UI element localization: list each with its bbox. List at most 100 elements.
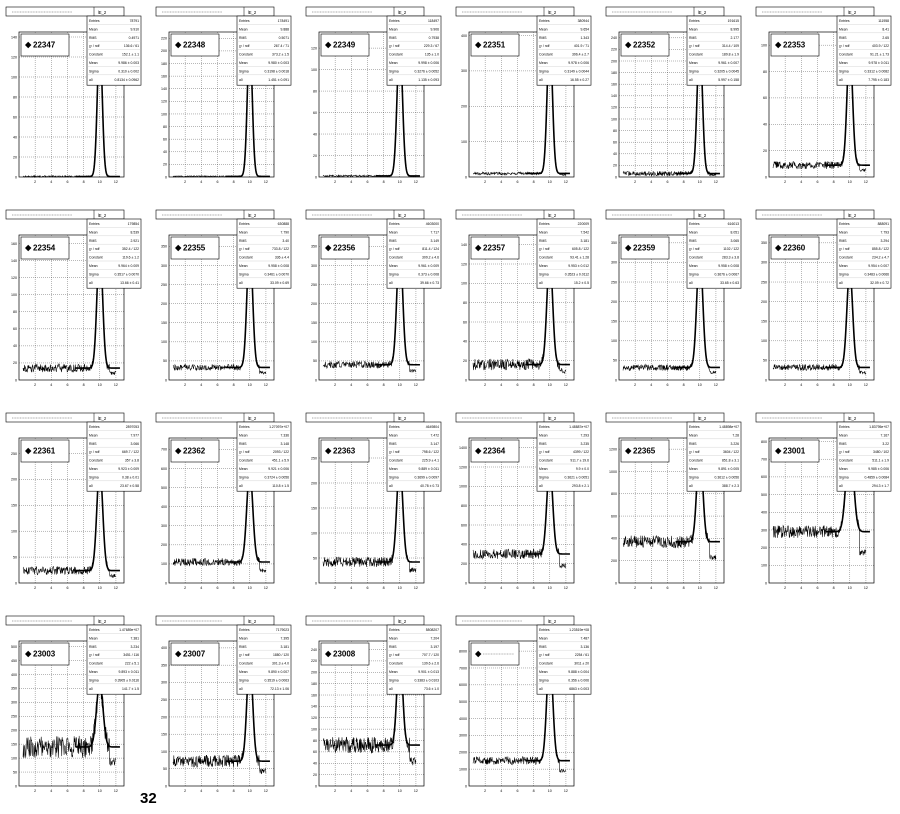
stats-label: χ² / ndf <box>239 450 250 454</box>
stats-label: Entries <box>689 19 700 23</box>
pad-header <box>455 412 575 423</box>
stats-value: 0.373 ± 0.008 <box>418 272 439 276</box>
stats-value: 39.66 ± 0.73 <box>420 281 439 285</box>
x-tick-label: 4 <box>650 180 652 184</box>
x-tick-label: 2 <box>784 180 786 184</box>
stats-value: 111958 <box>878 19 889 23</box>
stats-value: 179854 <box>128 222 139 226</box>
x-tick-label: 10 <box>398 383 402 387</box>
stats-label: Entries <box>539 19 550 23</box>
pad-header <box>605 6 725 17</box>
x-tick-label: 10 <box>398 586 402 590</box>
y-tick-label: 0 <box>315 175 317 179</box>
y-tick-label: 250 <box>161 698 167 702</box>
stats-value: 357 ± 3.8 <box>125 459 139 463</box>
run-number: 22362 <box>183 447 206 456</box>
y-tick-label: 20 <box>313 773 317 777</box>
y-tick-label: 220 <box>611 48 617 52</box>
stats-label: Constant <box>689 459 703 463</box>
stats-label: Constant <box>239 662 253 666</box>
y-tick-label: 60 <box>463 320 467 324</box>
y-tick-label: 350 <box>611 241 617 245</box>
histogram-name: lE_2 <box>848 416 857 421</box>
histogram-panel: lE_2 2 4 6 8 10 12 0 50 100 150 200 250 300 350 22356 En… <box>305 209 442 387</box>
y-tick-label: 180 <box>611 71 617 75</box>
y-tick-label: 600 <box>761 475 767 479</box>
y-tick-label: 100 <box>761 43 767 47</box>
stats-label: Constant <box>839 256 853 260</box>
y-tick-label: 0 <box>465 784 467 788</box>
stats-value: 0.3724 ± 0.0056 <box>265 475 290 479</box>
stats-value: 23.67 ± 0.58 <box>120 484 139 488</box>
diamond-marker-icon <box>475 244 482 252</box>
y-tick-label: 250 <box>611 280 617 284</box>
y-tick-label: 300 <box>161 524 167 528</box>
stats-value: 5.997 ± 0.158 <box>718 78 739 82</box>
y-tick-label: 120 <box>161 100 167 104</box>
stats-label: Sigma <box>539 678 549 682</box>
y-tick-label: 800 <box>611 492 617 496</box>
histogram-name: lE_2 <box>698 10 707 15</box>
stats-value: 93.41 ± 1.28 <box>570 256 589 260</box>
y-tick-label: 60 <box>13 115 17 119</box>
x-tick-label: 2 <box>484 586 486 590</box>
stats-value: 9.986 ± 0.003 <box>118 61 139 65</box>
y-tick-label: 180 <box>311 682 317 686</box>
stats-label: Mean <box>389 264 398 268</box>
stats-value: 7.381 <box>131 636 140 640</box>
x-tick-label: 6 <box>216 586 218 590</box>
stats-value: 851.8 ± 3.1 <box>722 459 739 463</box>
histogram-panel: lE_2 2 4 6 8 10 12 0 20 40 60 80 100 22353 Entries 1119… <box>755 6 892 184</box>
y-tick-label: 500 <box>11 645 17 649</box>
histogram-name: lE_2 <box>698 416 707 421</box>
x-tick-label: 6 <box>516 586 518 590</box>
stats-value: 3451 / 116 <box>123 653 139 657</box>
stats-value: 3.148 <box>281 442 290 446</box>
stats-value: 0.7938 <box>429 36 439 40</box>
stats-value: 8.539 <box>131 230 140 234</box>
x-tick-label: 2 <box>184 180 186 184</box>
stats-value: 7.336 <box>281 433 290 437</box>
run-number: 22349 <box>333 41 356 50</box>
y-tick-label: 0 <box>15 378 17 382</box>
y-tick-label: 100 <box>611 339 617 343</box>
x-tick-label: 4 <box>200 383 202 387</box>
x-tick-label: 2 <box>634 383 636 387</box>
run-number: 22363 <box>333 447 356 456</box>
stats-label: Mean <box>539 61 548 65</box>
y-tick-label: 0 <box>165 378 167 382</box>
histogram-panel: lE_22 4 6 8 10 120204060801001201401601802002… <box>155 6 292 184</box>
y-tick-label: 0 <box>165 175 167 179</box>
diamond-marker-icon <box>25 41 32 49</box>
stats-value: 0.3198 ± 0.0018 <box>265 69 290 73</box>
stats-value: 8.995 <box>731 27 740 31</box>
y-tick-label: 120 <box>461 262 467 266</box>
run-legend-box <box>470 439 520 463</box>
stats-value: 3.181 <box>581 239 590 243</box>
x-tick-label: 12 <box>714 586 718 590</box>
x-tick-label: 10 <box>548 586 552 590</box>
stats-label: Mean <box>539 433 548 437</box>
y-tick-label: 350 <box>161 245 167 249</box>
stats-box <box>86 15 142 86</box>
stats-label: χ² / ndf <box>539 450 550 454</box>
stats-label: Mean <box>389 230 398 234</box>
x-tick-label: 8 <box>683 180 685 184</box>
stats-value: 7.795 ± 0.183 <box>868 78 889 82</box>
stats-value: 373.2 ± 1.5 <box>272 53 289 57</box>
diamond-marker-icon <box>175 447 182 455</box>
x-tick-label: 12 <box>114 789 118 793</box>
stats-value: 141.7 ± 1.5 <box>122 687 139 691</box>
y-tick-label: 20 <box>763 149 767 153</box>
x-tick-label: 4 <box>500 586 502 590</box>
stats-value: 222 ± 5.1 <box>125 662 139 666</box>
x-tick-label: 8 <box>833 586 835 590</box>
stats-label: χ² / ndf <box>239 653 250 657</box>
stats-box <box>386 15 442 86</box>
stats-label: Mean <box>89 27 98 31</box>
x-tick-label: 2 <box>484 180 486 184</box>
stats-value: 1.343 <box>581 36 590 40</box>
stats-label: a0 <box>389 281 393 285</box>
